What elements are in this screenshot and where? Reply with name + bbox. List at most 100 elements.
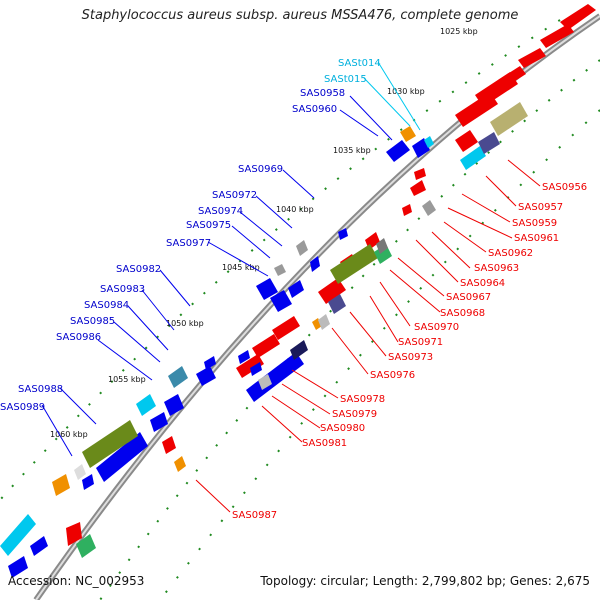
gene-feature[interactable] bbox=[174, 456, 186, 472]
gene-feature[interactable] bbox=[338, 228, 348, 240]
gene-label[interactable]: SASt014 bbox=[338, 58, 381, 69]
gene-feature[interactable] bbox=[296, 240, 308, 256]
gene-label[interactable]: SAS0957 bbox=[518, 202, 563, 213]
gc-track-outer bbox=[0, 19, 561, 501]
red-leaders bbox=[195, 159, 541, 513]
gene-feature[interactable] bbox=[96, 432, 148, 482]
gene-feature[interactable] bbox=[236, 354, 264, 378]
gene-label[interactable]: SAS0961 bbox=[514, 233, 559, 244]
gene-label[interactable]: SAS0978 bbox=[340, 394, 385, 405]
gene-feature[interactable] bbox=[328, 294, 346, 314]
gene-feature[interactable] bbox=[288, 280, 304, 298]
gene-feature[interactable] bbox=[272, 316, 300, 340]
gene-feature[interactable] bbox=[376, 238, 388, 254]
gene-feature[interactable] bbox=[136, 394, 156, 416]
gene-feature[interactable] bbox=[455, 92, 498, 127]
gene-feature[interactable] bbox=[310, 256, 320, 272]
gene-feature[interactable] bbox=[164, 394, 184, 416]
gene-label[interactable]: SAS0960 bbox=[292, 104, 337, 115]
gene-label[interactable]: SASt015 bbox=[324, 74, 367, 85]
gene-label[interactable]: SAS0977 bbox=[166, 238, 211, 249]
gene-label[interactable]: SAS0988 bbox=[18, 384, 63, 395]
gene-feature[interactable] bbox=[252, 334, 280, 358]
gene-label[interactable]: SAS0985 bbox=[70, 316, 115, 327]
gene-feature[interactable] bbox=[318, 278, 346, 304]
gene-feature[interactable] bbox=[460, 146, 486, 170]
gene-feature[interactable] bbox=[402, 204, 412, 216]
gene-feature[interactable] bbox=[258, 374, 272, 390]
gene-feature[interactable] bbox=[246, 352, 304, 402]
gene-label[interactable]: SAS0980 bbox=[320, 423, 365, 434]
gene-feature[interactable] bbox=[82, 420, 138, 468]
gene-feature[interactable] bbox=[478, 132, 500, 154]
ruler-label: 1045 kbp bbox=[222, 263, 260, 272]
gene-feature[interactable] bbox=[0, 514, 36, 556]
gene-label[interactable]: SAS0956 bbox=[542, 182, 587, 193]
gene-feature[interactable] bbox=[196, 366, 216, 386]
gene-label[interactable]: SAS0972 bbox=[212, 190, 257, 201]
gene-label[interactable]: SAS0976 bbox=[370, 370, 415, 381]
gene-feature[interactable] bbox=[256, 278, 278, 300]
gene-feature[interactable] bbox=[30, 536, 48, 556]
gene-label[interactable]: SAS0959 bbox=[512, 218, 557, 229]
gene-feature[interactable] bbox=[386, 140, 410, 162]
blue-label-group: SAS0958 SAS0960 SAS0969 SAS0972 SAS0974 … bbox=[0, 88, 345, 413]
ruler-label: 1060 kbp bbox=[50, 430, 88, 439]
cyan-leaders bbox=[363, 61, 421, 131]
gene-feature[interactable] bbox=[540, 24, 574, 48]
gene-feature[interactable] bbox=[290, 340, 308, 360]
gene-feature[interactable] bbox=[422, 200, 436, 216]
gene-feature[interactable] bbox=[52, 474, 70, 496]
other-features bbox=[0, 102, 528, 558]
gene-feature[interactable] bbox=[414, 168, 426, 180]
gene-feature[interactable] bbox=[74, 464, 86, 480]
gene-label[interactable]: SAS0987 bbox=[232, 510, 277, 521]
gene-feature[interactable] bbox=[400, 126, 416, 142]
gene-feature[interactable] bbox=[238, 350, 250, 364]
gene-label[interactable]: SAS0975 bbox=[186, 220, 231, 231]
gene-label[interactable]: SAS0981 bbox=[302, 438, 347, 449]
gene-feature[interactable] bbox=[168, 366, 188, 388]
gene-label[interactable]: SAS0967 bbox=[446, 292, 491, 303]
gene-feature[interactable] bbox=[66, 522, 82, 546]
gene-label[interactable]: SAS0970 bbox=[414, 322, 459, 333]
ruler-label: 1055 kbp bbox=[108, 375, 146, 384]
gene-feature[interactable] bbox=[76, 534, 96, 558]
gene-feature[interactable] bbox=[490, 102, 528, 136]
gene-label[interactable]: SAS0983 bbox=[100, 284, 145, 295]
gene-label[interactable]: SAS0962 bbox=[488, 248, 533, 259]
gene-label[interactable]: SAS0971 bbox=[398, 337, 443, 348]
gene-label[interactable]: SAS0968 bbox=[440, 308, 485, 319]
gene-feature[interactable] bbox=[82, 474, 94, 490]
gene-label[interactable]: SAS0973 bbox=[388, 352, 433, 363]
gene-feature[interactable] bbox=[330, 244, 378, 284]
gene-feature[interactable] bbox=[455, 130, 478, 152]
gene-label[interactable]: SAS0969 bbox=[238, 164, 283, 175]
gene-feature[interactable] bbox=[424, 136, 434, 148]
gene-label[interactable]: SAS0974 bbox=[198, 206, 243, 217]
gene-feature[interactable] bbox=[410, 180, 426, 196]
gene-label[interactable]: SAS0989 bbox=[0, 402, 45, 413]
gene-label[interactable]: SAS0958 bbox=[300, 88, 345, 99]
gene-label[interactable]: SAS0964 bbox=[460, 278, 505, 289]
gene-feature[interactable] bbox=[274, 264, 286, 276]
gene-feature[interactable] bbox=[250, 362, 262, 376]
gene-label[interactable]: SAS0963 bbox=[474, 263, 519, 274]
cyan-label-group: SASt014 SASt015 bbox=[324, 58, 381, 85]
gene-feature[interactable] bbox=[162, 436, 176, 454]
gene-label[interactable]: SAS0986 bbox=[56, 332, 101, 343]
gene-label[interactable]: SAS0984 bbox=[84, 300, 129, 311]
ruler-label: 1035 kbp bbox=[333, 146, 371, 155]
gene-feature[interactable] bbox=[204, 356, 216, 370]
gene-label[interactable]: SAS0979 bbox=[332, 409, 377, 420]
gene-feature[interactable] bbox=[518, 48, 546, 68]
gene-feature[interactable] bbox=[8, 556, 28, 578]
gene-feature[interactable] bbox=[270, 290, 292, 312]
gene-label[interactable]: SAS0982 bbox=[116, 264, 161, 275]
gene-feature[interactable] bbox=[150, 412, 168, 432]
gene-feature[interactable] bbox=[318, 314, 330, 330]
reverse-strand-features bbox=[66, 4, 596, 546]
gene-feature[interactable] bbox=[560, 4, 596, 30]
